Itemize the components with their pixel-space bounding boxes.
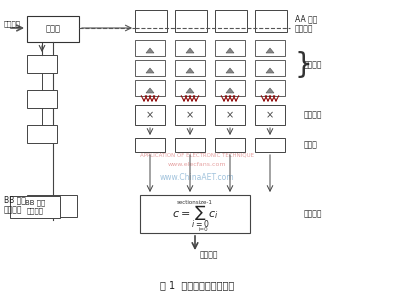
FancyBboxPatch shape <box>215 40 245 56</box>
Polygon shape <box>266 48 274 53</box>
Text: www.elecfans.com: www.elecfans.com <box>168 162 226 168</box>
Text: }: } <box>294 51 312 79</box>
Text: 寄存器组: 寄存器组 <box>304 61 322 69</box>
FancyBboxPatch shape <box>135 80 165 96</box>
Text: BB 矩阵 存储模块: BB 矩阵 存储模块 <box>48 205 56 207</box>
FancyBboxPatch shape <box>215 105 245 125</box>
Text: 输出数据: 输出数据 <box>200 250 218 259</box>
FancyBboxPatch shape <box>255 80 285 96</box>
Polygon shape <box>146 48 154 53</box>
Text: ×: × <box>146 110 154 120</box>
Text: BB 矩阵
存储模块: BB 矩阵 存储模块 <box>25 200 45 214</box>
FancyBboxPatch shape <box>135 40 165 56</box>
FancyBboxPatch shape <box>27 16 79 42</box>
Text: AA 矩阵
存储模块: AA 矩阵 存储模块 <box>295 14 317 33</box>
FancyBboxPatch shape <box>27 90 57 108</box>
FancyBboxPatch shape <box>215 138 245 152</box>
Polygon shape <box>266 68 274 73</box>
FancyBboxPatch shape <box>10 196 60 218</box>
Text: BB 矩阵
存储模块: BB 矩阵 存储模块 <box>4 195 26 215</box>
Polygon shape <box>186 48 194 53</box>
Text: ×: × <box>266 110 274 120</box>
Polygon shape <box>266 88 274 93</box>
FancyBboxPatch shape <box>215 80 245 96</box>
Polygon shape <box>186 88 194 93</box>
FancyBboxPatch shape <box>135 10 167 32</box>
FancyBboxPatch shape <box>140 195 250 233</box>
Text: 图 1  浮点矩阵相乘原理图: 图 1 浮点矩阵相乘原理图 <box>160 280 234 290</box>
FancyBboxPatch shape <box>27 125 57 143</box>
Polygon shape <box>146 68 154 73</box>
FancyBboxPatch shape <box>175 138 205 152</box>
FancyBboxPatch shape <box>175 105 205 125</box>
Text: APPLICATION OF ELECTRONIC TECHNIQUE: APPLICATION OF ELECTRONIC TECHNIQUE <box>140 152 254 158</box>
Text: 浮点相乘: 浮点相乘 <box>304 111 322 119</box>
Text: 缓存器: 缓存器 <box>304 141 318 149</box>
Text: 浮点相加: 浮点相加 <box>304 209 322 218</box>
Text: ×: × <box>226 110 234 120</box>
FancyBboxPatch shape <box>135 60 165 76</box>
FancyBboxPatch shape <box>215 10 247 32</box>
Text: i=0: i=0 <box>198 227 208 232</box>
FancyBboxPatch shape <box>255 60 285 76</box>
Polygon shape <box>186 68 194 73</box>
Text: 输入数据: 输入数据 <box>4 20 21 27</box>
Polygon shape <box>226 88 234 93</box>
FancyBboxPatch shape <box>215 60 245 76</box>
Text: $c = \sum_{i=0}^{}  c_i$: $c = \sum_{i=0}^{} c_i$ <box>172 201 218 230</box>
Text: ×: × <box>186 110 194 120</box>
FancyBboxPatch shape <box>135 138 165 152</box>
Polygon shape <box>226 68 234 73</box>
FancyBboxPatch shape <box>255 105 285 125</box>
FancyBboxPatch shape <box>175 10 207 32</box>
Polygon shape <box>146 88 154 93</box>
Text: sectionsize-1: sectionsize-1 <box>177 200 213 205</box>
FancyBboxPatch shape <box>255 40 285 56</box>
FancyBboxPatch shape <box>135 105 165 125</box>
FancyBboxPatch shape <box>255 10 287 32</box>
FancyBboxPatch shape <box>175 80 205 96</box>
Text: 控制器: 控制器 <box>45 25 60 34</box>
Text: www.ChinaAET.com: www.ChinaAET.com <box>160 174 234 182</box>
FancyBboxPatch shape <box>27 55 57 73</box>
FancyBboxPatch shape <box>175 60 205 76</box>
FancyBboxPatch shape <box>175 40 205 56</box>
Polygon shape <box>226 48 234 53</box>
FancyBboxPatch shape <box>27 195 77 217</box>
FancyBboxPatch shape <box>255 138 285 152</box>
